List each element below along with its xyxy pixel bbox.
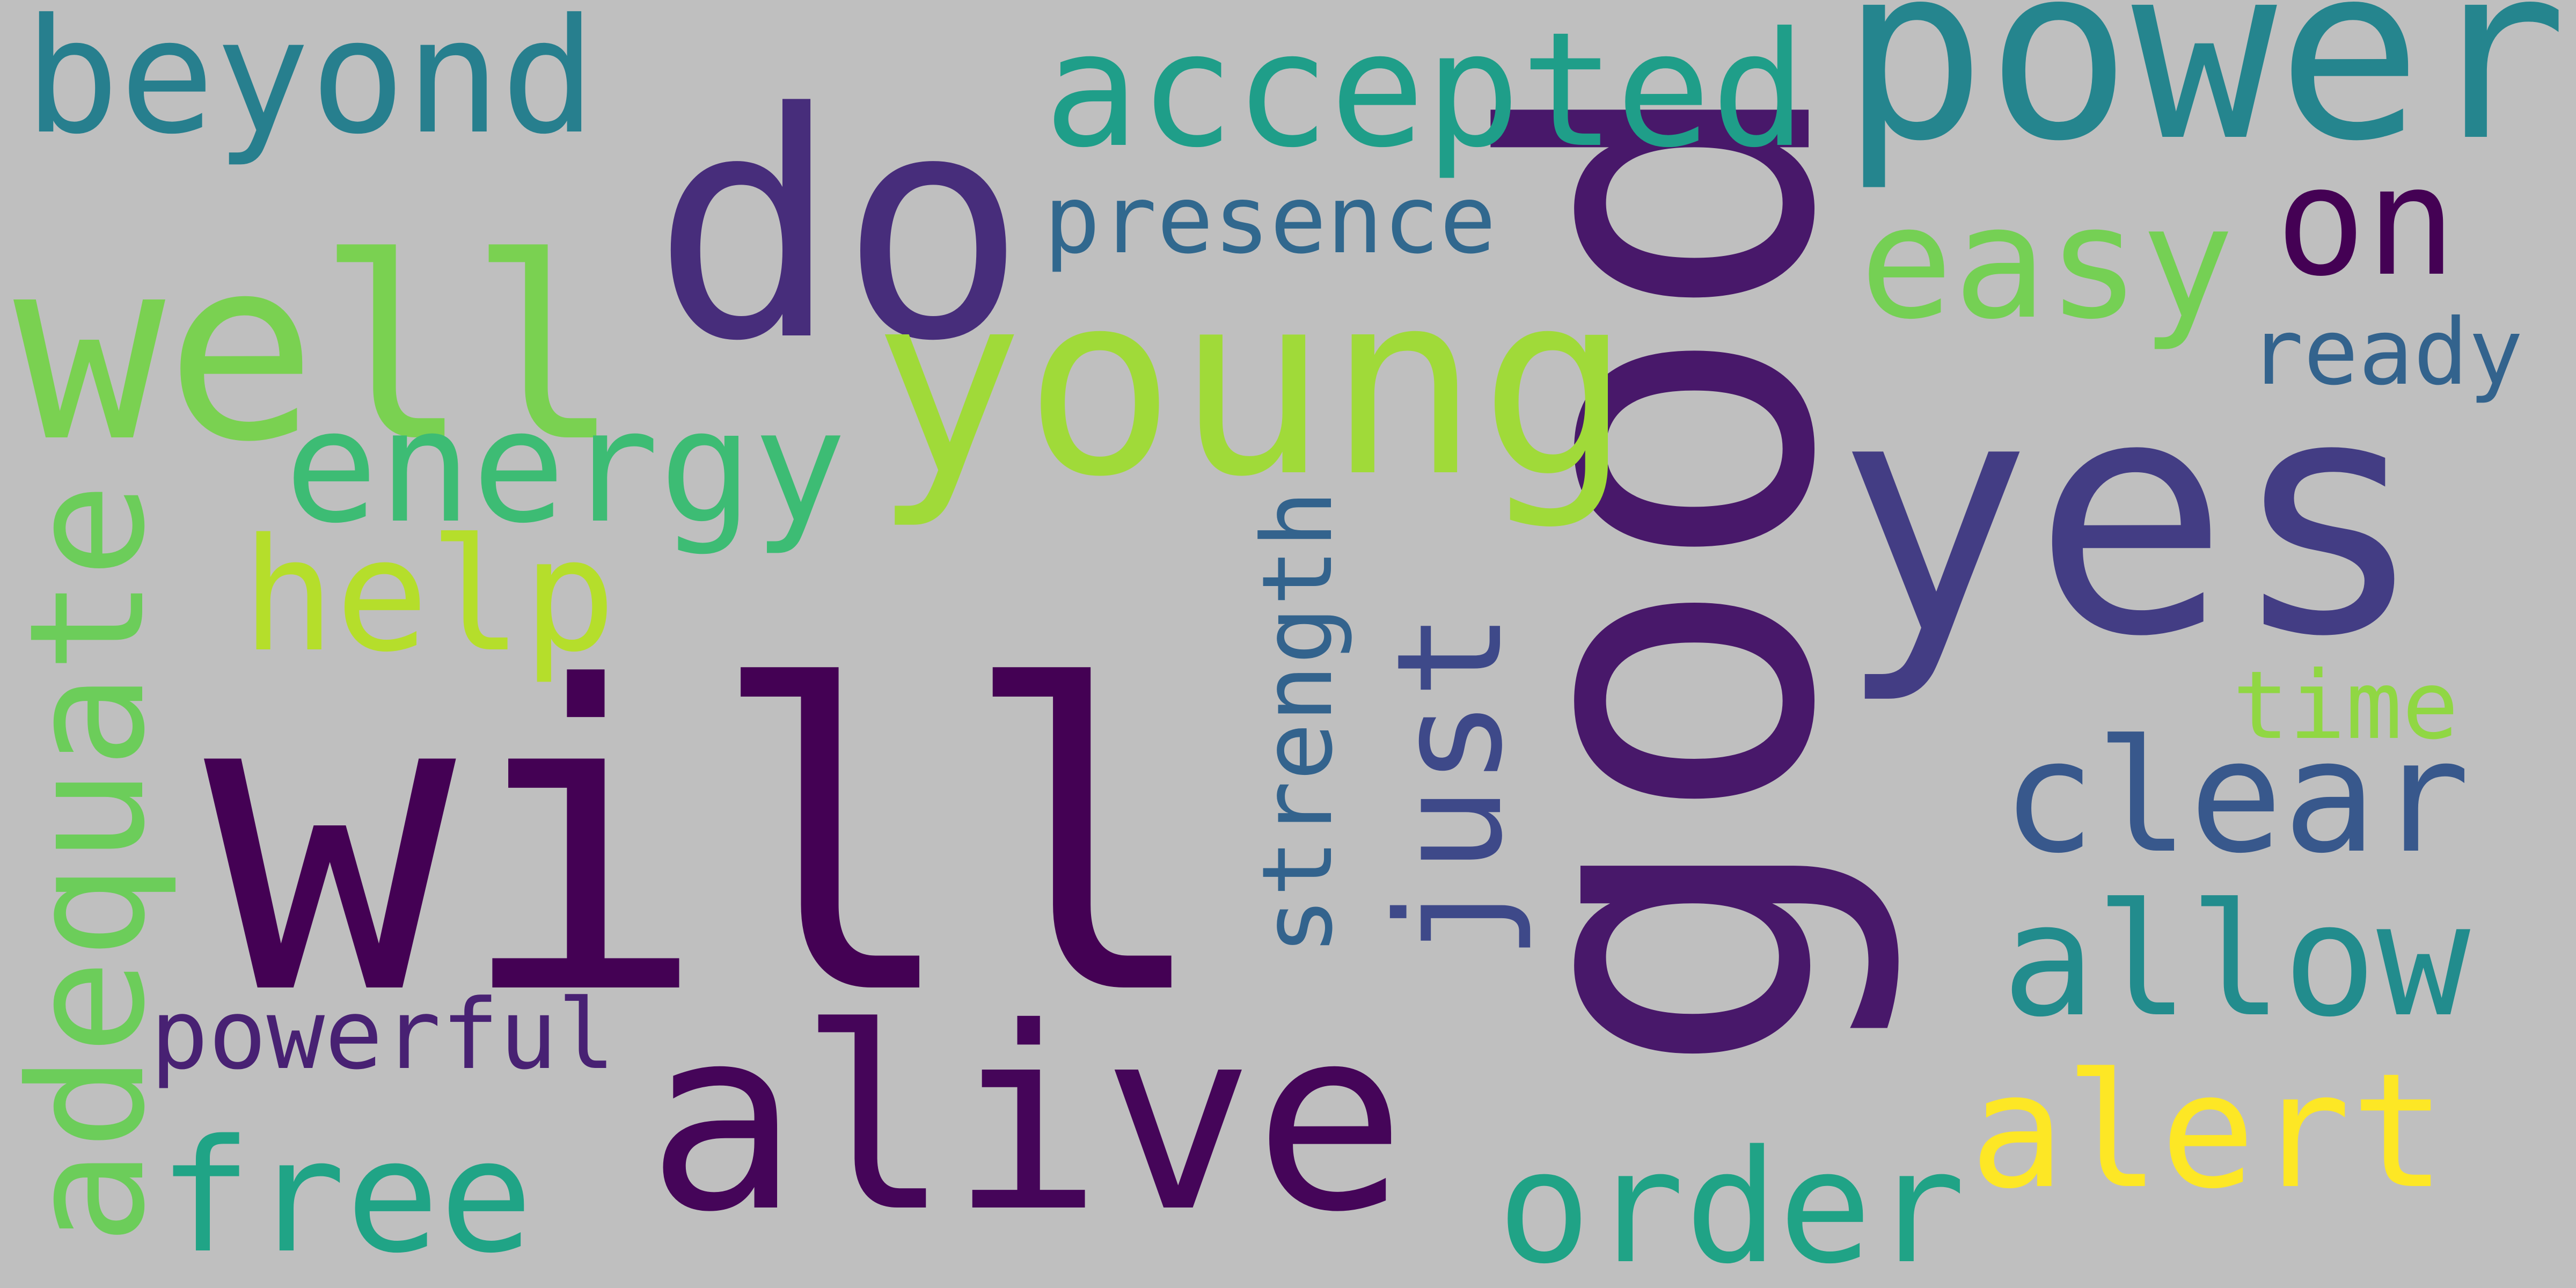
word-power: power [1841, 0, 2568, 194]
word-presence: presence [1044, 166, 1496, 275]
word-on: on [2275, 135, 2456, 310]
word-yes: yes [1835, 327, 2427, 708]
word-energy: energy [284, 377, 847, 558]
word-order: order [1497, 1117, 1966, 1288]
word-help: help [241, 506, 616, 686]
word-time: time [2233, 652, 2458, 760]
word-alert: alert [1970, 1039, 2446, 1224]
word-alive: alive [647, 974, 1406, 1267]
word-allow: allow [2002, 870, 2471, 1051]
word-accepted: accepted [1044, 0, 1806, 182]
word-powerful: powerful [150, 979, 616, 1091]
word-adequate: adequate [0, 482, 180, 1245]
word-easy: easy [1860, 173, 2234, 354]
word-will: will [204, 599, 1212, 1086]
word-ready: ready [2249, 299, 2523, 406]
word-free: free [158, 1107, 533, 1287]
word-well: well [13, 203, 621, 497]
word-young: young [872, 238, 1631, 532]
word-do: do [652, 47, 1027, 409]
word-beyond: beyond [24, 0, 596, 169]
word-good: good [1420, 71, 1907, 1079]
word-just: just [1365, 612, 1534, 961]
word-clear: clear [2002, 707, 2470, 888]
word-strength: strength [1242, 490, 1354, 955]
